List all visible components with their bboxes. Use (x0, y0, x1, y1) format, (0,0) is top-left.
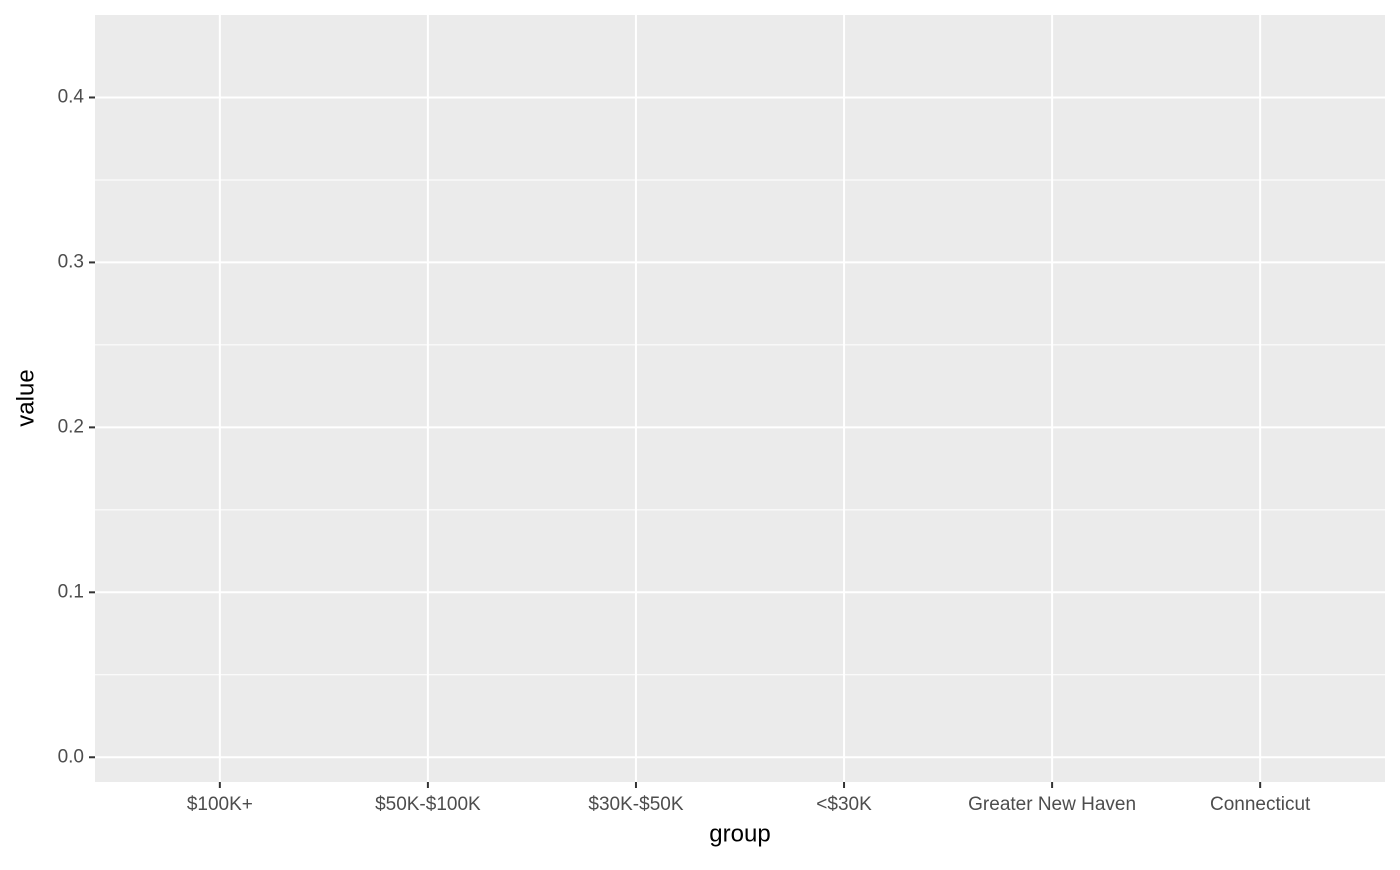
x-axis-title: group (709, 820, 770, 847)
x-tick-label: <$30K (816, 794, 872, 815)
x-tick-label: Greater New Haven (968, 794, 1136, 815)
y-tick-label: 0.4 (58, 86, 85, 107)
y-tick-label: 0.0 (58, 746, 84, 767)
x-tick-label: $30K-$50K (588, 794, 683, 815)
x-tick-label: $50K-$100K (375, 794, 481, 815)
y-tick-label: 0.1 (58, 581, 84, 602)
y-tick-label: 0.2 (58, 416, 84, 437)
panel (95, 15, 1385, 782)
y-axis-title: value (12, 369, 39, 426)
x-tick-label: Connecticut (1210, 794, 1311, 815)
x-tick-label: $100K+ (187, 794, 253, 815)
y-tick-label: 0.3 (58, 251, 84, 272)
